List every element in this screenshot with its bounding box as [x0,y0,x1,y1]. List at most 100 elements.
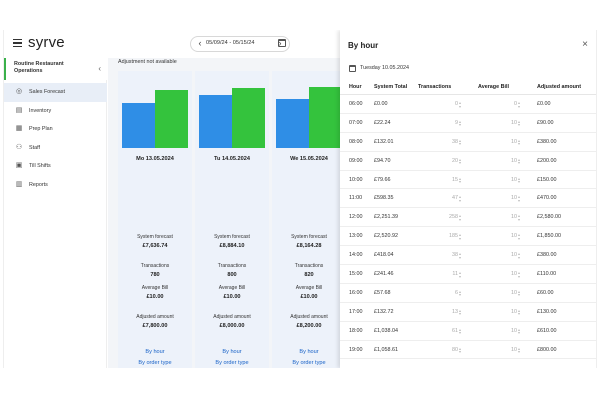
average-bill-label: Average Bill [141,285,169,291]
stepper-icon[interactable]: ▴ ▾ [518,232,521,241]
stepper-icon[interactable]: ▴ ▾ [459,326,462,336]
transactions-input[interactable]: 258 [449,214,458,221]
stepper-icon[interactable]: ▴ ▾ [459,156,462,166]
transactions-input[interactable]: 9 [455,119,458,126]
adjusted-amount-cell: £60.00 [537,289,554,296]
by-order-type-link[interactable]: By order type [215,360,249,366]
stepper-icon[interactable]: ▴ ▾ [459,175,462,185]
transactions-input[interactable]: 20 [452,157,458,164]
hour-cell: 06:00 [349,101,363,107]
by-order-type-link[interactable]: By order type [292,360,326,366]
table-row: 17:00 £132.72 13 ▴ ▾ 10 ▴ ▾ £130.00 [340,303,596,322]
average-bill-input[interactable]: 10 [511,271,517,278]
average-bill-input[interactable]: 10 [511,327,517,334]
transactions-input[interactable]: 47 [452,195,458,202]
stepper-icon[interactable]: ▴ ▾ [459,232,462,241]
average-bill-input[interactable]: 10 [511,119,517,126]
transactions-input[interactable]: 6 [455,289,458,296]
sidebar-item-reports[interactable]: ▥ Reports [4,176,107,195]
hour-cell: 18:00 [349,327,363,334]
transactions-input[interactable]: 38 [452,252,458,259]
transactions-input[interactable]: 11 [452,271,458,278]
stepper-icon[interactable]: ▴ ▾ [518,213,521,222]
stepper-icon[interactable]: ▴ ▾ [459,307,462,317]
stepper-icon[interactable]: ▴ ▾ [518,288,521,298]
average-bill-input[interactable]: 0 [514,101,517,107]
org-selector[interactable]: Routine Restaurant Operations ‹ [4,58,107,80]
average-bill-input[interactable]: 10 [511,289,517,296]
adjustment-note: Adjustment not available [118,59,177,65]
org-name: Routine Restaurant Operations [14,61,64,74]
stepper-icon[interactable]: ▴ ▾ [459,137,462,147]
system-total-cell: £22.24 [374,119,391,126]
transactions-input[interactable]: 61 [452,327,458,334]
stepper-icon[interactable]: ▴ ▾ [518,156,521,166]
average-bill-input[interactable]: 10 [511,176,517,183]
average-bill-input[interactable]: 10 [511,308,517,315]
average-bill-input[interactable]: 10 [511,195,517,202]
adjusted-amount-cell: £200.00 [537,157,557,164]
sidebar-item-staff[interactable]: ⚇ Staff [4,139,107,158]
average-bill-input[interactable]: 10 [511,157,517,164]
sidebar-item-prep-plan[interactable]: ▦ Prep Plan [4,120,107,139]
stepper-icon[interactable]: ▴ ▾ [518,307,521,317]
table-row: 14:00 £418.04 38 ▴ ▾ 10 ▴ ▾ £380.00 [340,246,596,266]
stepper-icon[interactable]: ▴ ▾ [459,288,462,298]
collapse-sidebar-icon[interactable]: ‹ [98,64,101,73]
average-bill-input[interactable]: 10 [511,138,517,145]
stepper-icon[interactable]: ▴ ▾ [518,326,521,336]
sidebar-item-inventory[interactable]: ▤ Inventory [4,102,107,121]
logo: syrve [28,34,65,51]
hour-cell: 19:00 [349,346,363,353]
transactions-input[interactable]: 15 [452,176,458,183]
adjusted-bar [155,90,188,148]
average-bill-input[interactable]: 10 [511,233,517,240]
stepper-icon[interactable]: ▴ ▾ [459,345,462,355]
transactions-input[interactable]: 38 [452,138,458,145]
day-card: We 15.05.2024 System forecast £8,164.28 Tra… [272,71,346,368]
transactions-input[interactable]: 0 [455,101,458,107]
stepper-icon[interactable]: ▴ ▾ [518,175,521,185]
stepper-icon[interactable]: ▴ ▾ [459,100,462,109]
table-row: 15:00 £241.46 11 ▴ ▾ 10 ▴ ▾ £110.00 [340,265,596,284]
system-total-cell: £418.04 [374,252,394,259]
stepper-icon[interactable]: ▴ ▾ [518,194,521,203]
chevron-right-icon[interactable]: › [278,38,282,48]
average-bill-input[interactable]: 10 [511,214,517,221]
by-order-type-link[interactable]: By order type [138,360,172,366]
menu-icon[interactable] [13,39,22,48]
stepper-icon[interactable]: ▴ ▾ [459,118,462,128]
average-bill-input[interactable]: 10 [511,252,517,259]
stepper-icon[interactable]: ▴ ▾ [518,251,521,260]
date-range-picker[interactable]: ‹ 05/09/24 - 05/15/24 › [190,36,290,52]
day-bar-chart [199,81,265,148]
stepper-icon[interactable]: ▴ ▾ [518,100,521,109]
stepper-icon[interactable]: ▴ ▾ [459,251,462,260]
staff-icon: ⚇ [15,143,23,151]
sidebar-item-sales-forecast[interactable]: ◎ Sales Forecast [4,83,107,102]
sidebar: Routine Restaurant Operations ‹ ◎ Sales F… [4,58,107,368]
stepper-icon[interactable]: ▴ ▾ [459,213,462,222]
by-hour-link[interactable]: By hour [145,349,165,355]
sidebar-item-label: Reports [29,181,48,188]
by-hour-link[interactable]: By hour [222,349,242,355]
stepper-icon[interactable]: ▴ ▾ [459,270,462,279]
by-hour-link[interactable]: By hour [299,349,319,355]
system-forecast-value: £7,636.74 [142,243,168,249]
stepper-icon[interactable]: ▴ ▾ [518,137,521,147]
hour-cell: 14:00 [349,252,363,259]
transactions-input[interactable]: 13 [452,308,458,315]
transactions-input[interactable]: 185 [449,233,458,240]
sidebar-item-till-shifts[interactable]: ▣ Till Shifts [4,157,107,176]
chevron-left-icon[interactable]: ‹ [198,38,202,48]
transactions-input[interactable]: 80 [452,346,458,353]
stepper-icon[interactable]: ▴ ▾ [518,345,521,355]
stepper-icon[interactable]: ▴ ▾ [459,194,462,203]
table-row: 08:00 £132.01 38 ▴ ▾ 10 ▴ ▾ £380.00 [340,133,596,152]
close-icon[interactable]: × [582,39,588,50]
average-bill-input[interactable]: 10 [511,346,517,353]
stepper-icon[interactable]: ▴ ▾ [518,118,521,128]
globe-icon: ◎ [15,88,23,95]
calendar-icon[interactable] [278,39,286,47]
stepper-icon[interactable]: ▴ ▾ [518,270,521,279]
